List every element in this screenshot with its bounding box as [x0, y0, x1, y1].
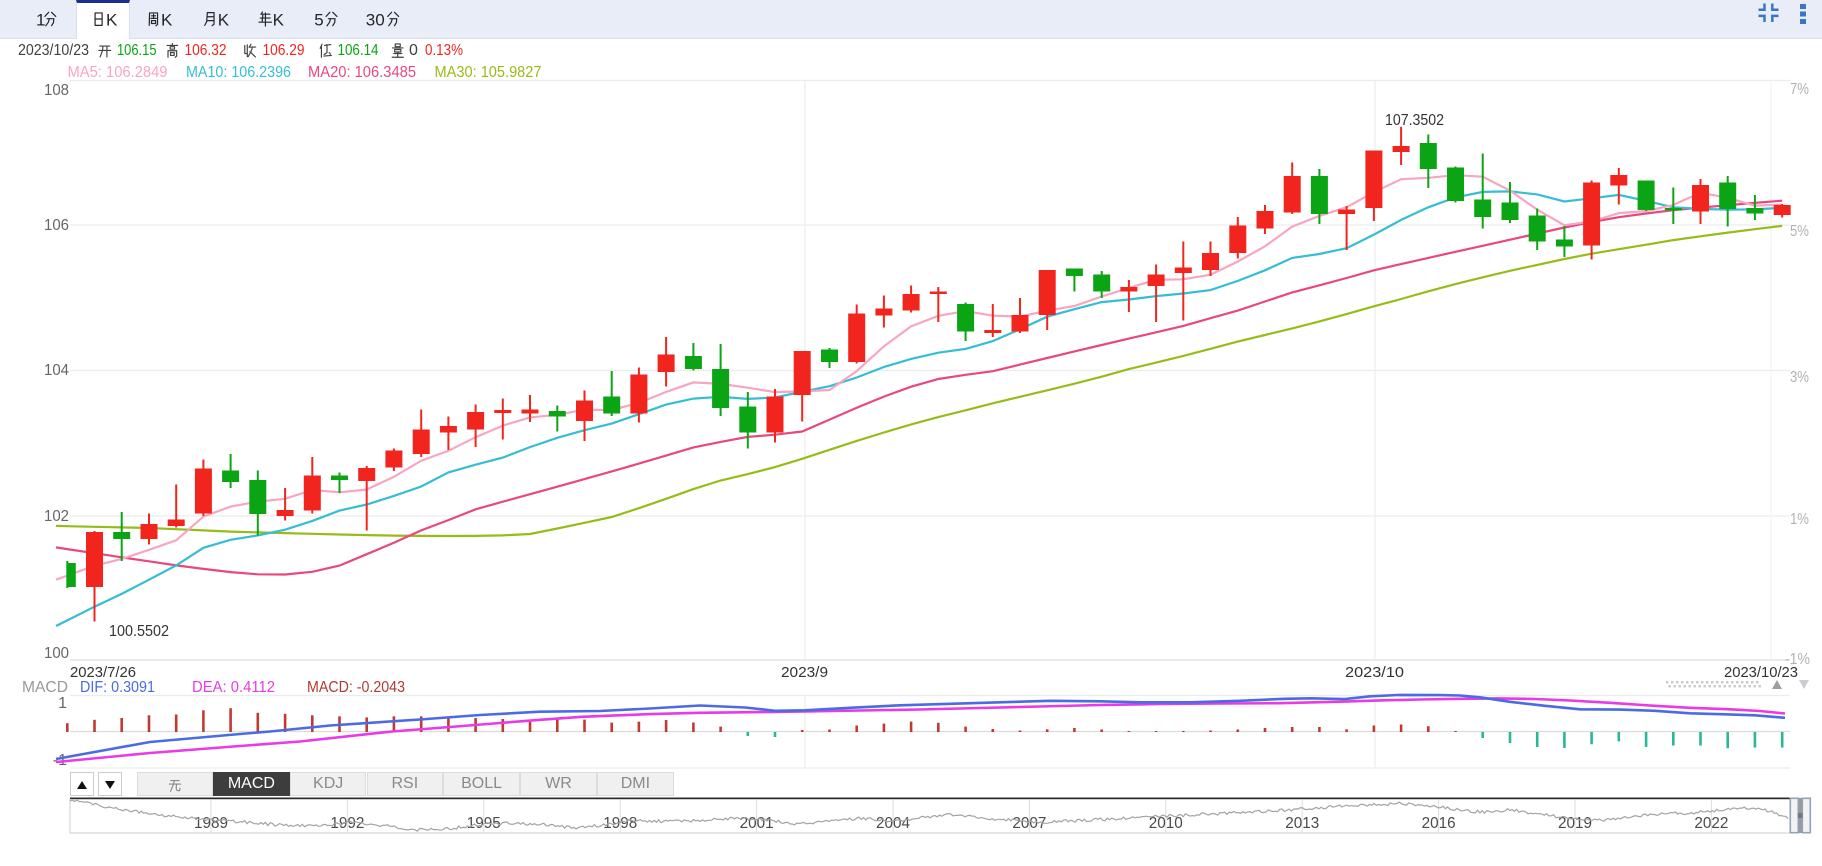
svg-text:MACD: -0.2043: MACD: -0.2043 — [307, 679, 405, 696]
svg-text:102: 102 — [44, 508, 69, 525]
svg-text:2013: 2013 — [1285, 815, 1319, 832]
svg-text:107.3502: 107.3502 — [1385, 112, 1444, 129]
svg-text:MACD: MACD — [22, 679, 68, 696]
svg-text:106: 106 — [44, 217, 69, 234]
svg-text:5%: 5% — [1790, 223, 1809, 240]
svg-text:2019: 2019 — [1558, 815, 1592, 832]
svg-text:2023/10/23: 2023/10/23 — [1724, 664, 1798, 681]
svg-text:2004: 2004 — [876, 815, 910, 832]
svg-text:1%: 1% — [1790, 511, 1809, 528]
svg-text:MA20: 106.3485: MA20: 106.3485 — [308, 64, 416, 81]
svg-text:2023/10/23: 2023/10/23 — [18, 42, 89, 59]
svg-text:MA5: 106.2849: MA5: 106.2849 — [68, 64, 168, 81]
svg-text:100.5502: 100.5502 — [109, 623, 169, 640]
svg-text:2016: 2016 — [1422, 815, 1456, 832]
svg-text:104: 104 — [44, 362, 69, 379]
svg-text:K: K — [106, 11, 118, 30]
svg-text:1: 1 — [58, 695, 67, 712]
svg-text:1992: 1992 — [330, 815, 364, 832]
svg-text:DEA: 0.4112: DEA: 0.4112 — [192, 679, 275, 696]
svg-text:30: 30 — [366, 11, 385, 30]
svg-text:2022: 2022 — [1694, 815, 1728, 832]
svg-text:5: 5 — [314, 11, 323, 30]
svg-text:0.13%: 0.13% — [425, 42, 463, 59]
svg-text:K: K — [218, 11, 230, 30]
svg-text:2023/10: 2023/10 — [1345, 664, 1404, 681]
svg-text:K: K — [273, 11, 285, 30]
svg-text:-1%: -1% — [1785, 651, 1810, 668]
svg-text:2023/9: 2023/9 — [781, 664, 828, 681]
svg-text:2007: 2007 — [1012, 815, 1046, 832]
svg-text:2010: 2010 — [1149, 815, 1183, 832]
svg-text:106.14: 106.14 — [338, 42, 379, 59]
svg-text:7%: 7% — [1790, 81, 1809, 98]
svg-text:MA10: 106.2396: MA10: 106.2396 — [186, 64, 291, 81]
svg-text:1: 1 — [36, 11, 45, 30]
svg-text:1989: 1989 — [194, 815, 228, 832]
svg-text:106.15: 106.15 — [117, 42, 157, 59]
svg-text:3%: 3% — [1790, 369, 1809, 386]
svg-text:108: 108 — [44, 82, 69, 99]
svg-text:106.29: 106.29 — [263, 42, 305, 59]
svg-text:0: 0 — [409, 42, 418, 59]
svg-text:K: K — [161, 11, 173, 30]
svg-text:100: 100 — [44, 645, 69, 662]
svg-text:106.32: 106.32 — [185, 42, 227, 59]
svg-text:2023/7/26: 2023/7/26 — [70, 664, 136, 681]
svg-text:MA30: 105.9827: MA30: 105.9827 — [435, 64, 542, 81]
svg-text:DIF: 0.3091: DIF: 0.3091 — [80, 679, 155, 696]
